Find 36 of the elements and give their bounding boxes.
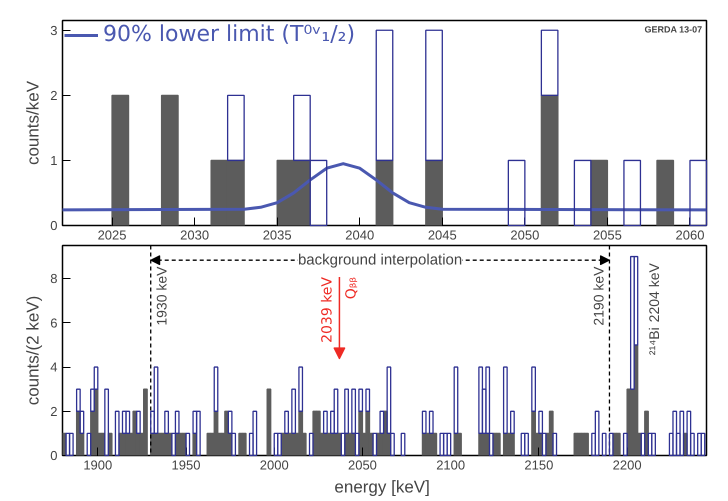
y-tick-label: 3 — [50, 22, 58, 38]
annotation: 2039 keV — [319, 276, 336, 343]
y-tick-label: 8 — [50, 271, 58, 286]
x-tick-label: 2025 — [98, 228, 126, 242]
x-tick-label: 2000 — [260, 458, 289, 472]
x-tick-label: 1950 — [172, 458, 200, 472]
y-axis-title: counts/keV — [23, 80, 42, 166]
x-tick-label: 2035 — [262, 228, 292, 242]
x-tick-label: 2200 — [612, 458, 642, 472]
x-tick-label: 2060 — [676, 228, 704, 242]
x-tick-label: 2050 — [510, 228, 540, 242]
y-tick-label: 2 — [50, 88, 58, 103]
y-tick-label: 4 — [50, 360, 58, 375]
x-tick-label: 2050 — [348, 458, 377, 472]
x-tick-label: 1900 — [83, 458, 112, 472]
ref-line-label: 2190 keV — [590, 266, 606, 326]
x-tick-label: 2030 — [180, 228, 210, 242]
y-tick-label: 6 — [50, 315, 58, 330]
y-tick-label: 0 — [50, 448, 58, 463]
x-tick-label: 2045 — [428, 228, 457, 242]
ref-line-label: 1930 keV — [154, 266, 170, 326]
x-tick-label: 2055 — [592, 228, 622, 242]
y-tick-label: 2 — [50, 404, 58, 419]
annotation: background interpolation — [298, 252, 462, 269]
x-axis-title: energy [keV] — [334, 478, 430, 496]
y-tick-label: 1 — [50, 152, 58, 168]
annotation: ²¹⁴Bi — [646, 327, 662, 356]
x-tick-label: 2150 — [524, 458, 554, 472]
annotation: Qᵦᵦ — [343, 276, 360, 300]
y-axis-title: counts/(2 keV) — [23, 296, 42, 406]
y-tick-label: 0 — [50, 218, 58, 233]
annotation: 2204 keV — [646, 262, 662, 322]
legend-label: 90% lower limit (T⁰ᵛ₁/₂) — [103, 22, 356, 47]
x-tick-label: 2100 — [436, 458, 466, 472]
x-tick-label: 2040 — [345, 228, 374, 242]
annotation: GERDA 13-07 — [644, 24, 702, 34]
